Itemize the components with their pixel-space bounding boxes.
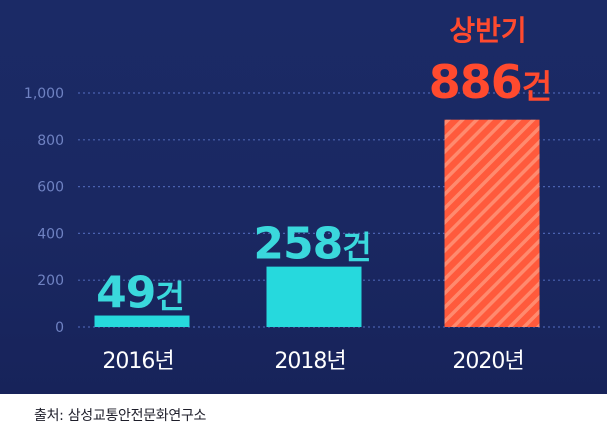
- data-label: 886건: [429, 55, 551, 109]
- y-tick-label: 600: [37, 180, 64, 196]
- y-tick-label: 400: [37, 226, 64, 242]
- data-label: 49건: [96, 268, 184, 319]
- chart-area: 0 200 400 600 800 1,000 2016년 49건 2018년 258건 2020…: [0, 0, 607, 394]
- y-tick-label: 200: [37, 273, 64, 289]
- x-tick-label: 2018년: [274, 349, 345, 374]
- bar-chart: 0 200 400 600 800 1,000 2016년 49건 2018년 258건 2020…: [24, 14, 600, 374]
- bar-2020년: [444, 119, 540, 328]
- source-footer: 출처: 삼성교통안전문화연구소: [0, 394, 607, 436]
- y-tick-label: 800: [37, 133, 64, 149]
- highlight-prefix: 상반기: [449, 14, 526, 47]
- bar-2016년: [94, 315, 190, 327]
- x-tick-label: 2020년: [452, 349, 523, 374]
- y-tick-label: 0: [55, 320, 64, 336]
- x-tick-label: 2016년: [102, 349, 173, 374]
- y-tick-label: 1,000: [24, 86, 64, 102]
- source-text: 출처: 삼성교통안전문화연구소: [34, 408, 207, 424]
- data-label: 258건: [253, 219, 370, 270]
- bar-2018년: [266, 266, 362, 327]
